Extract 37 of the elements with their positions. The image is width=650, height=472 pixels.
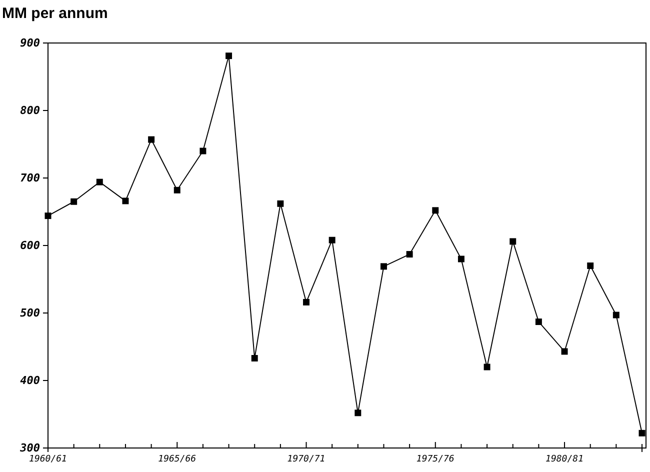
point [70,198,78,205]
point [200,148,206,154]
point [432,207,439,214]
point [535,318,542,326]
point [148,136,155,143]
point [122,198,129,204]
point [406,251,413,258]
x-tick-label: 1980/81 [546,454,584,464]
point [303,298,310,306]
point [328,236,336,244]
point [354,410,362,416]
point [380,263,387,270]
y-tick-label: 800 [20,104,40,118]
point [484,364,490,370]
point [277,200,284,207]
point [96,178,103,186]
point [587,262,594,269]
point [561,348,568,355]
point [612,312,620,318]
point [458,256,464,262]
x-tick-label: 1975/76 [416,454,454,464]
point [44,212,52,220]
point [174,186,180,194]
y-tick-label: 700 [20,172,40,185]
chart-title: MM per annum [2,5,108,22]
y-tick-label: 900 [20,36,40,50]
y-tick-label: 500 [20,306,40,320]
y-tick-label: 300 [19,442,40,455]
x-tick-label: 1960/61 [29,454,67,464]
x-tick-label: 1965/66 [158,454,196,464]
point [226,52,232,60]
y-tick-label: 600 [20,239,40,252]
point [510,238,516,245]
x-tick-label: 1970/71 [287,454,326,464]
point [638,430,646,436]
point [251,354,258,362]
y-tick-label: 400 [20,374,40,388]
